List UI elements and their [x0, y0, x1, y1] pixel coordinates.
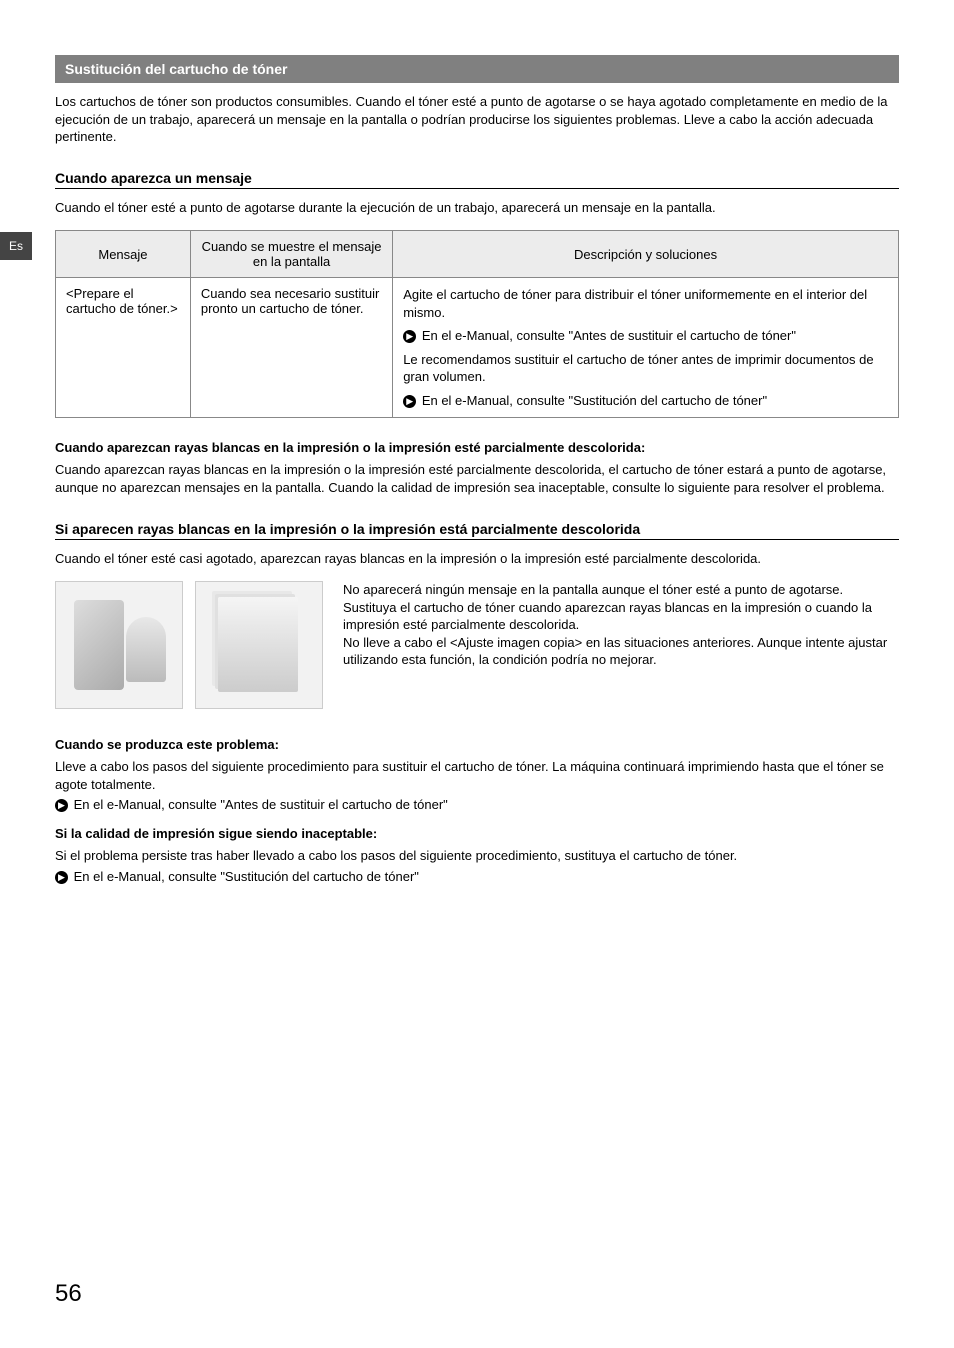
desc-line-2: ▶ En el e-Manual, consulte "Antes de sus…	[403, 327, 888, 345]
table-cell-when: Cuando sea necesario sustituir pronto un…	[190, 278, 392, 418]
table-cell-desc: Agite el cartucho de tóner para distribu…	[393, 278, 899, 418]
reference-icon: ▶	[403, 330, 416, 343]
message-table: Mensaje Cuando se muestre el mensaje en …	[55, 230, 899, 418]
reference-icon: ▶	[55, 799, 68, 812]
desc-line-2-text: En el e-Manual, consulte "Antes de susti…	[422, 328, 796, 343]
desc-line-4-text: En el e-Manual, consulte "Sustitución de…	[422, 393, 767, 408]
quality-heading: Si la calidad de impresión sigue siendo …	[55, 826, 899, 841]
desc-line-1: Agite el cartucho de tóner para distribu…	[403, 286, 888, 321]
illustration-text-p2: No lleve a cabo el <Ajuste imagen copia>…	[343, 634, 899, 669]
subheading-message: Cuando aparezca un mensaje	[55, 170, 899, 189]
striped-print-illustration	[195, 581, 323, 709]
illustration-text: No aparecerá ningún mensaje en la pantal…	[343, 581, 899, 669]
illustration-text-p1: No aparecerá ningún mensaje en la pantal…	[343, 581, 899, 634]
page-number: 56	[55, 1280, 82, 1308]
table-header-desc: Descripción y soluciones	[393, 231, 899, 278]
table-row: <Prepare el cartucho de tóner.> Cuando s…	[56, 278, 899, 418]
intro-paragraph: Los cartuchos de tóner son productos con…	[55, 93, 899, 146]
illustration-row: No aparecerá ningún mensaje en la pantal…	[55, 581, 899, 709]
subheading-stripes: Si aparecen rayas blancas en la impresió…	[55, 521, 899, 540]
section-title-bar: Sustitución del cartucho de tóner	[55, 55, 899, 83]
subheading-message-desc: Cuando el tóner esté a punto de agotarse…	[55, 199, 899, 217]
problem-heading: Cuando se produzca este problema:	[55, 737, 899, 752]
table-header-when: Cuando se muestre el mensaje en la panta…	[190, 231, 392, 278]
table-header-message: Mensaje	[56, 231, 191, 278]
quality-reference: ▶ En el e-Manual, consulte "Sustitución …	[55, 869, 899, 884]
subheading-stripes-desc: Cuando el tóner esté casi agotado, apare…	[55, 550, 899, 568]
desc-line-3: Le recomendamos sustituir el cartucho de…	[403, 351, 888, 386]
desc-line-4: ▶ En el e-Manual, consulte "Sustitución …	[403, 392, 888, 410]
quality-reference-text: En el e-Manual, consulte "Sustitución de…	[74, 869, 419, 884]
stripes-heading: Cuando aparezcan rayas blancas en la imp…	[55, 440, 899, 455]
reference-icon: ▶	[403, 395, 416, 408]
language-tab: Es	[0, 232, 32, 260]
quality-paragraph: Si el problema persiste tras haber lleva…	[55, 847, 899, 865]
page-content: Sustitución del cartucho de tóner Los ca…	[0, 0, 954, 884]
illustration-images	[55, 581, 323, 709]
problem-reference-text: En el e-Manual, consulte "Antes de susti…	[74, 797, 448, 812]
problem-paragraph: Lleve a cabo los pasos del siguiente pro…	[55, 758, 899, 793]
faded-print-illustration	[55, 581, 183, 709]
table-cell-message: <Prepare el cartucho de tóner.>	[56, 278, 191, 418]
reference-icon: ▶	[55, 871, 68, 884]
table-header-row: Mensaje Cuando se muestre el mensaje en …	[56, 231, 899, 278]
stripes-paragraph: Cuando aparezcan rayas blancas en la imp…	[55, 461, 899, 496]
problem-reference: ▶ En el e-Manual, consulte "Antes de sus…	[55, 797, 899, 812]
